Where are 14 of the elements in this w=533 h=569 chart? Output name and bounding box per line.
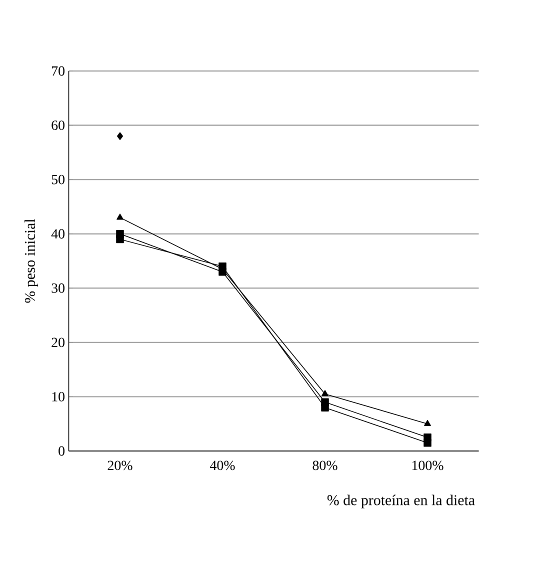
- y-tick-label: 0: [58, 446, 64, 456]
- y-tick-label: 30: [52, 283, 64, 293]
- y-tick-label: 40: [51, 229, 64, 239]
- x-tick-label: 100%: [412, 460, 444, 470]
- x-tick-label: 40%: [210, 460, 235, 470]
- x-axis-title: % de proteína en la dieta: [327, 494, 475, 508]
- y-tick-label: 20: [52, 338, 64, 348]
- x-tick-label: 80%: [312, 460, 338, 470]
- y-axis-title: % peso inicial: [24, 218, 38, 303]
- x-tick-label: 20%: [108, 460, 132, 470]
- y-tick-label: 60: [52, 120, 64, 130]
- y-tick-label: 10: [52, 392, 64, 402]
- y-tick-label: 50: [52, 174, 64, 184]
- y-tick-label: 70: [52, 66, 64, 76]
